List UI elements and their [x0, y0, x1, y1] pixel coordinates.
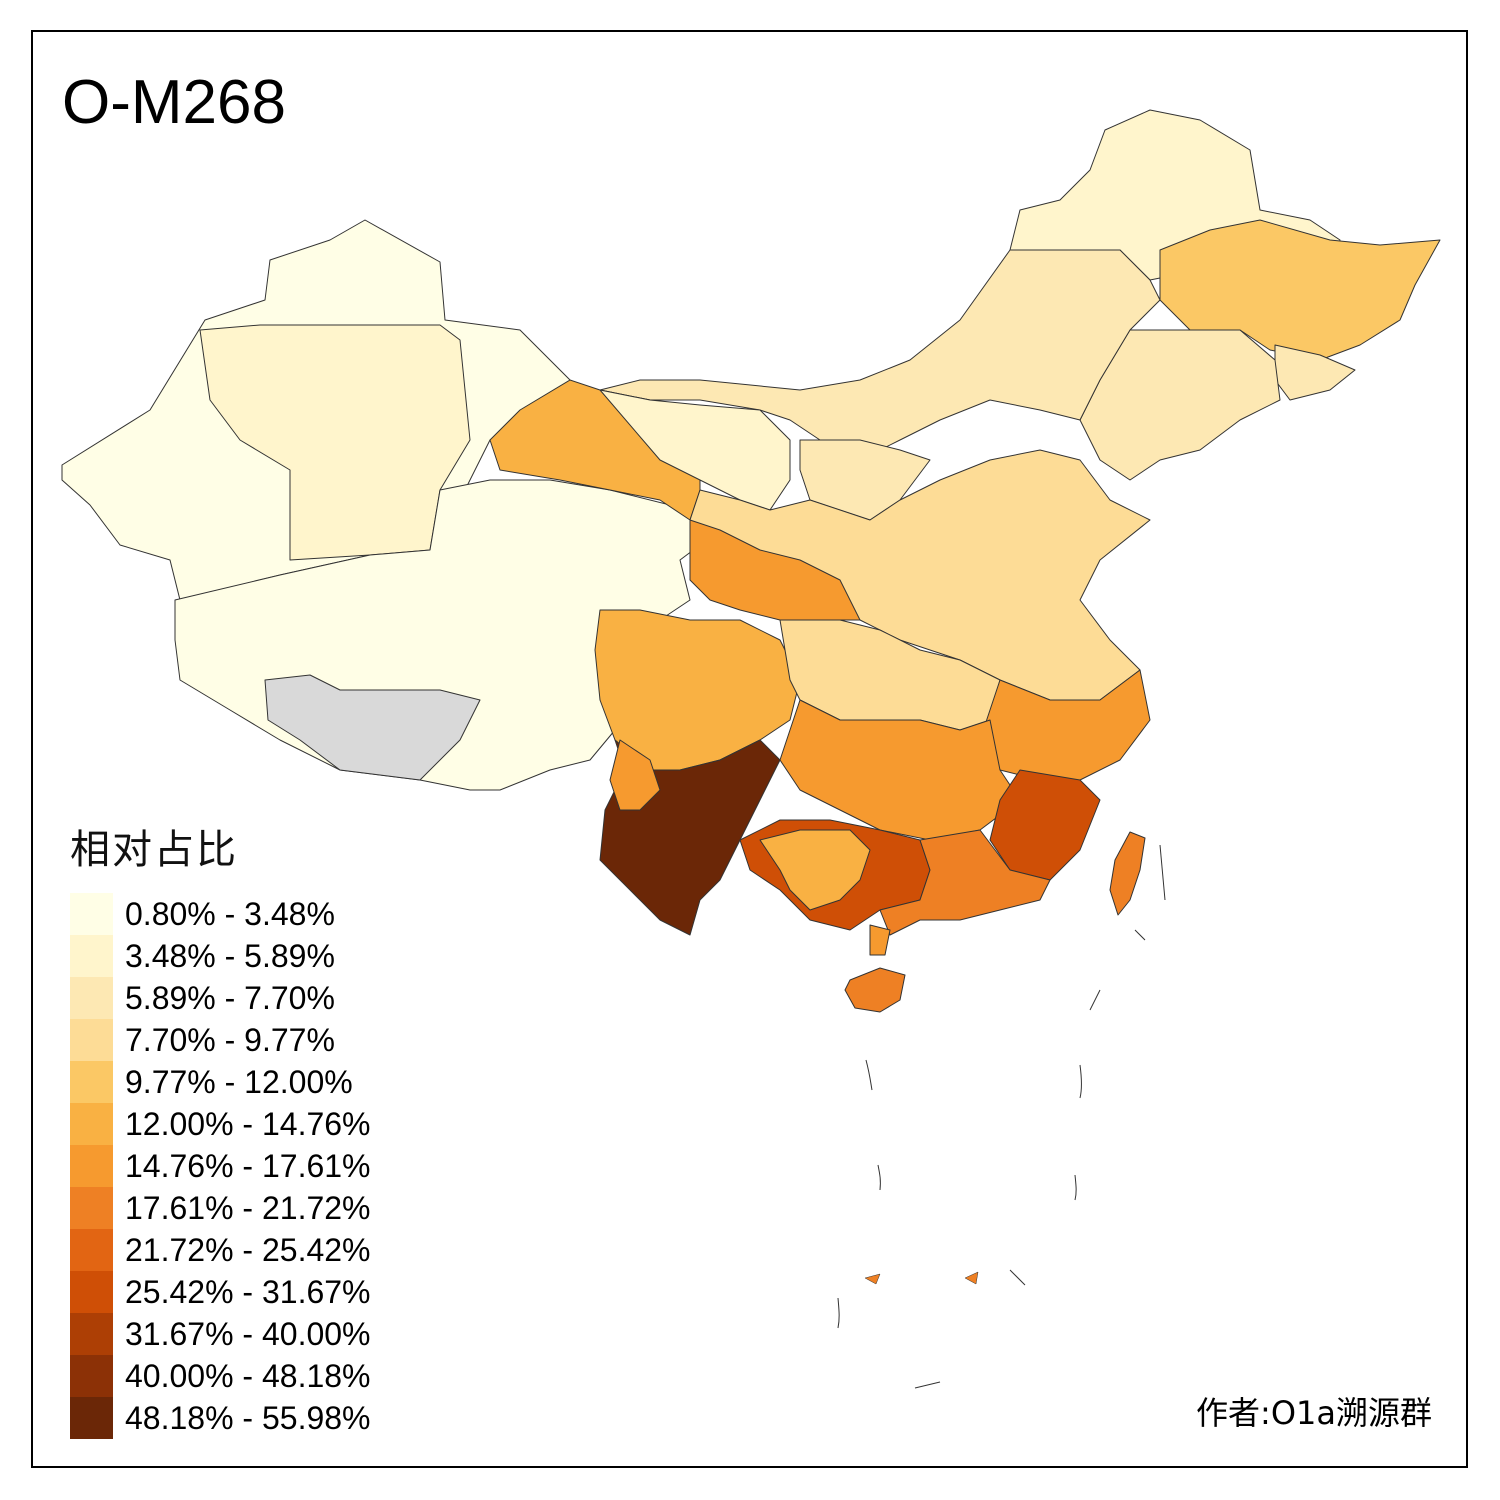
legend-swatch	[70, 1229, 113, 1271]
legend-title: 相对占比	[70, 827, 238, 873]
region-guangxi-core	[759, 829, 871, 911]
legend: 相对占比 0.80% - 3.48% 3.48% - 5.89% 5.89% - 7…	[70, 817, 371, 1439]
legend-swatch	[70, 1061, 113, 1103]
island-outline	[1009, 1269, 1026, 1286]
legend-swatch	[70, 1271, 113, 1313]
legend-swatch	[70, 893, 113, 935]
legend-label: 25.42% - 31.67%	[125, 1274, 371, 1310]
island-outline	[1089, 989, 1101, 1011]
legend-label: 7.70% - 9.77%	[125, 1022, 335, 1058]
legend-label: 21.72% - 25.42%	[125, 1232, 371, 1268]
region-hainan	[844, 967, 906, 1013]
legend-item: 14.76% - 17.61%	[70, 1145, 371, 1187]
island-outline	[1159, 844, 1166, 901]
legend-swatch	[70, 1103, 113, 1145]
legend-swatch	[70, 1313, 113, 1355]
legend-item: 31.67% - 40.00%	[70, 1313, 371, 1355]
legend-rows: 0.80% - 3.48% 3.48% - 5.89% 5.89% - 7.70% 7…	[70, 893, 371, 1439]
island-small	[864, 1273, 881, 1285]
legend-label: 17.61% - 21.72%	[125, 1190, 371, 1226]
legend-item: 3.48% - 5.89%	[70, 935, 371, 977]
legend-item: 40.00% - 48.18%	[70, 1355, 371, 1397]
legend-label: 40.00% - 48.18%	[125, 1358, 371, 1394]
legend-item: 25.42% - 31.67%	[70, 1271, 371, 1313]
island-outline	[865, 1059, 873, 1091]
legend-item: 9.77% - 12.00%	[70, 1061, 371, 1103]
legend-item: 48.18% - 55.98%	[70, 1397, 371, 1439]
legend-swatch	[70, 935, 113, 977]
region-leizhou	[869, 924, 891, 956]
legend-label: 5.89% - 7.70%	[125, 980, 335, 1016]
island-outline	[837, 1297, 840, 1329]
legend-label: 14.76% - 17.61%	[125, 1148, 371, 1184]
island-outline	[1134, 929, 1146, 941]
legend-swatch	[70, 1187, 113, 1229]
legend-label: 0.80% - 3.48%	[125, 896, 335, 932]
legend-label: 9.77% - 12.00%	[125, 1064, 353, 1100]
legend-item: 7.70% - 9.77%	[70, 1019, 371, 1061]
legend-swatch	[70, 1145, 113, 1187]
legend-swatch	[70, 1019, 113, 1061]
legend-item: 21.72% - 25.42%	[70, 1229, 371, 1271]
credit-text: 作者:O1a溯源群	[1196, 1394, 1432, 1432]
island-outline	[1074, 1174, 1077, 1201]
legend-item: 5.89% - 7.70%	[70, 977, 371, 1019]
region-taiwan	[1109, 831, 1146, 916]
legend-item: 12.00% - 14.76%	[70, 1103, 371, 1145]
legend-item: 0.80% - 3.48%	[70, 893, 371, 935]
island-outline	[1079, 1064, 1082, 1099]
island-small	[964, 1271, 979, 1285]
island-outline	[914, 1381, 941, 1389]
map-title: O-M268	[62, 68, 286, 137]
region-yunnan-west	[609, 739, 661, 811]
legend-swatch	[70, 1397, 113, 1439]
legend-label: 31.67% - 40.00%	[125, 1316, 371, 1352]
map-frame	[31, 30, 1468, 1468]
region-tibet	[264, 674, 481, 781]
region-ningxia	[599, 389, 791, 511]
legend-swatch	[70, 1355, 113, 1397]
legend-label: 48.18% - 55.98%	[125, 1400, 371, 1436]
legend-label: 12.00% - 14.76%	[125, 1106, 371, 1142]
island-outline	[877, 1164, 881, 1191]
legend-item: 17.61% - 21.72%	[70, 1187, 371, 1229]
region-guangdong	[879, 829, 1051, 936]
legend-label: 3.48% - 5.89%	[125, 938, 335, 974]
legend-swatch	[70, 977, 113, 1019]
